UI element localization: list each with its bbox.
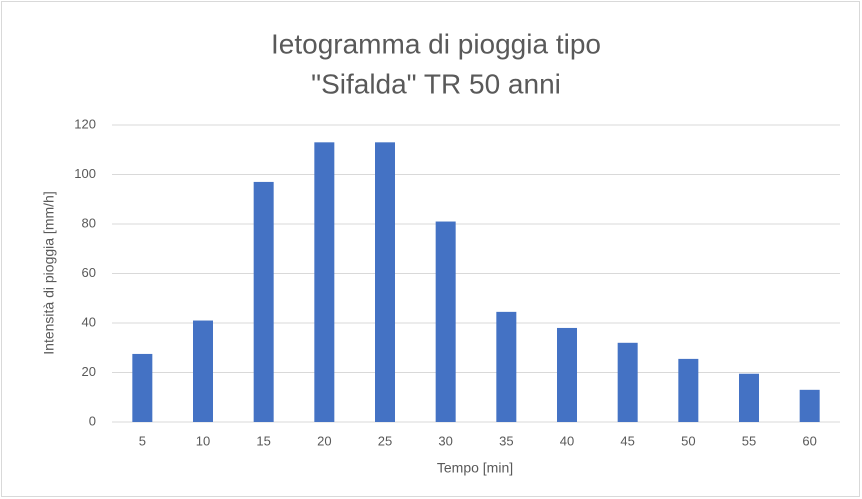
bar <box>799 389 820 422</box>
bar <box>314 142 335 422</box>
bar <box>375 142 395 422</box>
y-tick-label: 60 <box>82 265 96 280</box>
x-tick-label: 25 <box>378 433 392 448</box>
bar <box>617 342 638 422</box>
x-axis-title: Tempo [min] <box>437 460 513 476</box>
chart-title: "Sifalda" TR 50 anni <box>311 68 561 99</box>
x-tick-label: 60 <box>802 433 816 448</box>
bar <box>193 320 213 422</box>
y-tick-label: 40 <box>82 314 96 329</box>
x-tick-label: 45 <box>620 433 634 448</box>
bar <box>132 353 153 422</box>
x-tick-label: 50 <box>681 433 695 448</box>
y-tick-label: 120 <box>74 116 96 131</box>
x-tick-label: 55 <box>742 433 756 448</box>
x-tick-label: 30 <box>438 433 452 448</box>
y-tick-label: 20 <box>82 364 96 379</box>
chart-title: Ietogramma di pioggia tipo <box>271 28 601 59</box>
y-tick-label: 0 <box>89 413 96 428</box>
x-tick-label: 40 <box>560 433 574 448</box>
y-tick-label: 100 <box>74 166 96 181</box>
x-tick-label: 10 <box>196 433 210 448</box>
x-tick-label: 20 <box>317 433 331 448</box>
bar <box>678 358 699 422</box>
bar <box>496 311 517 422</box>
bar <box>557 327 577 422</box>
x-tick-label: 35 <box>499 433 513 448</box>
y-tick-label: 80 <box>82 215 96 230</box>
bar <box>739 373 759 422</box>
bar <box>253 181 274 422</box>
bar <box>435 221 456 422</box>
y-axis-title: Intensità di pioggia [mm/h] <box>41 191 57 354</box>
x-tick-label: 15 <box>256 433 270 448</box>
x-tick-label: 5 <box>139 433 146 448</box>
